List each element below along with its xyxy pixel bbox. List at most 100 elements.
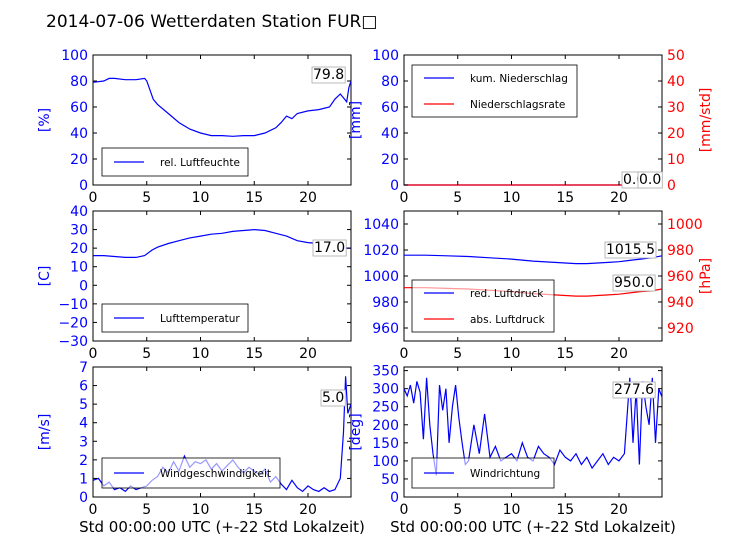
x-tick-label: 5 (453, 346, 462, 362)
x-tick-label: 0 (400, 190, 409, 206)
y-tick-label: 100 (61, 48, 88, 64)
y-tick-label-right: 40 (667, 74, 685, 90)
y-tick-label: 1 (79, 471, 88, 487)
legend-entry: Lufttemperatur (160, 313, 240, 325)
x-tick-label: 20 (299, 346, 317, 362)
legend-entry: Windrichtung (470, 468, 540, 480)
y-tick-label-right: 50 (667, 48, 685, 64)
series-line-lufttemperatur (93, 228, 351, 258)
panel-precip: 0 5 10 15 20 0 20 40 60 80 100 0 10 20 30 40 50 [mm] [mm/s… (348, 48, 714, 206)
y-tick-label: −30 (58, 334, 88, 350)
y-tick-label: 60 (381, 100, 399, 116)
current-value-label: 950.0 (614, 275, 654, 291)
current-value-label: 0.0 (639, 172, 661, 188)
y-tick-label: 0 (79, 178, 88, 194)
x-tick-label: 0 (400, 502, 409, 518)
x-tick-label: 20 (610, 346, 628, 362)
x-tick-label: 10 (503, 190, 521, 206)
current-value-label: 1015.5 (606, 242, 655, 258)
y-axis-label: [C] (37, 266, 53, 287)
value-box (604, 241, 657, 259)
value-box (320, 389, 346, 407)
x-tick-label: 10 (192, 346, 210, 362)
y-tick-label: −10 (58, 297, 88, 313)
y-tick-label-right: 10 (667, 152, 685, 168)
x-tick-label: 20 (299, 502, 317, 518)
x-tick-label: 10 (192, 502, 210, 518)
y-axis-label: [%] (37, 108, 53, 132)
y-tick-label: 100 (372, 454, 399, 470)
y-tick-label-right: 940 (667, 295, 694, 311)
legend-box (411, 64, 578, 118)
figure-title: 2014-07-06 Wetterdaten Station FUR□ (46, 12, 377, 32)
y-tick-label: 200 (372, 418, 399, 434)
legend-entry: Niederschlagsrate (470, 99, 565, 111)
plot-frame (403, 366, 663, 498)
y-tick-label: 20 (381, 152, 399, 168)
y-tick-label: 50 (381, 472, 399, 488)
y-tick-label: 30 (70, 223, 88, 239)
x-tick-label: 10 (192, 190, 210, 206)
x-tick-label: 20 (299, 190, 317, 206)
y-axis-label-right: [hPa] (698, 258, 714, 294)
y-tick-label: 3 (79, 434, 88, 450)
y-tick-label: 0 (390, 178, 399, 194)
y-tick-label: 2 (79, 453, 88, 469)
y-tick-label: 250 (372, 400, 399, 416)
y-tick-label: 1040 (363, 217, 399, 233)
x-tick-label: 10 (503, 502, 521, 518)
plot-frame (92, 366, 352, 498)
value-box (637, 171, 663, 189)
legend-entry: Windgeschwindigkeit (160, 468, 271, 480)
series-line-red-luftdruck (404, 254, 663, 265)
panel-temperature: 0 5 10 15 20 −30 −20 −10 0 10 20 30 40 [C] Lufttempera… (37, 204, 352, 362)
y-tick-label: 60 (70, 100, 88, 116)
y-tick-label: 80 (70, 74, 88, 90)
y-tick-label: 7 (79, 360, 88, 376)
y-tick-label-right: 920 (667, 321, 694, 337)
x-axis-label: Std 00:00:00 UTC (+-22 Std Lokalzeit) (390, 518, 676, 536)
y-axis-label: [mm] (348, 101, 364, 139)
legend-entry: red. Luftdruck (470, 288, 544, 300)
value-box (612, 274, 656, 292)
value-box (311, 66, 346, 84)
panel-humidity: 0 5 10 15 20 0 20 40 60 80 100 [%] rel. Luftfeuchte 7… (37, 48, 352, 206)
y-tick-label: 0 (390, 490, 399, 506)
y-tick-label-right: 960 (667, 269, 694, 285)
x-tick-label: 5 (453, 502, 462, 518)
y-tick-label: 1020 (363, 243, 399, 259)
y-tick-label: 40 (381, 126, 399, 142)
y-tick-label: 100 (372, 48, 399, 64)
current-value-label: 17.0 (314, 240, 345, 256)
x-axis-label: Std 00:00:00 UTC (+-22 Std Lokalzeit) (79, 518, 365, 536)
x-tick-label: 5 (142, 346, 151, 362)
y-tick-label: 0 (79, 490, 88, 506)
y-tick-label-right: 980 (667, 243, 694, 259)
legend-box (411, 279, 555, 333)
x-tick-label: 15 (245, 190, 263, 206)
x-tick-label: 20 (610, 502, 628, 518)
current-value-label: 5.0 (322, 390, 344, 406)
y-tick-label: 6 (79, 379, 88, 395)
x-tick-label: 0 (89, 502, 98, 518)
x-tick-label: 10 (503, 346, 521, 362)
y-tick-label-right: 0 (667, 178, 676, 194)
y-tick-label: 150 (372, 436, 399, 452)
legend-entry: rel. Luftfeuchte (160, 157, 240, 169)
y-tick-label: 80 (381, 74, 399, 90)
value-box (612, 381, 656, 399)
panel-pressure: 0 5 10 15 20 960 980 1000 1020 1040 920 940 960 980 10… (363, 210, 714, 362)
y-tick-label-right: 30 (667, 100, 685, 116)
y-axis-label: [deg] (348, 413, 364, 450)
y-tick-label: 1000 (363, 269, 399, 285)
x-tick-label: 5 (453, 190, 462, 206)
x-tick-label: 15 (245, 346, 263, 362)
value-box (312, 239, 347, 257)
x-tick-label: 0 (400, 346, 409, 362)
plot-frame (92, 54, 352, 186)
y-tick-label: 20 (70, 152, 88, 168)
y-axis-label-right: [mm/std] (698, 88, 714, 153)
